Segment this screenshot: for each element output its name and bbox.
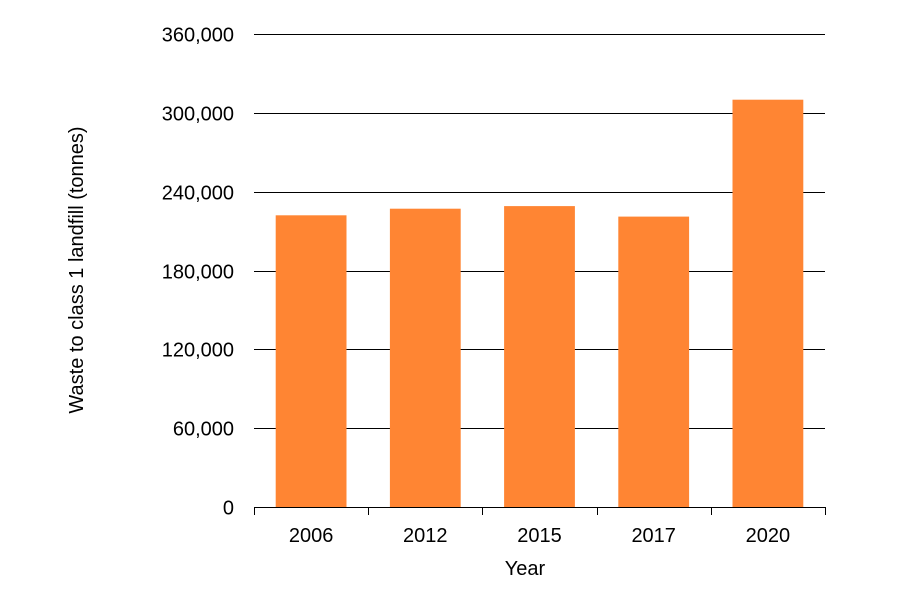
- x-tick-label: 2020: [746, 525, 791, 547]
- x-axis: 2006 2012 2015 2017 2020: [254, 507, 826, 547]
- bar: [275, 215, 347, 508]
- y-tick-label: 0: [223, 498, 234, 520]
- bar: [504, 206, 575, 507]
- y-tick-label: 180,000: [162, 262, 234, 284]
- x-tick-label: 2012: [403, 525, 448, 547]
- bar: [618, 216, 690, 507]
- bar: [389, 208, 461, 507]
- x-tick-label: 2006: [289, 525, 334, 547]
- bars: [275, 99, 804, 508]
- y-tick-label: 120,000: [162, 340, 234, 362]
- y-tick-label: 300,000: [162, 104, 234, 126]
- y-tick-labels: 0 60,000 120,000 180,000 240,000 300,000 360,0…: [162, 25, 234, 520]
- y-tick-label: 360,000: [162, 25, 234, 47]
- y-axis-title: Waste to class 1 landfill (tonnes): [66, 126, 88, 413]
- x-tick-label: 2017: [631, 525, 676, 547]
- y-tick-label: 240,000: [162, 183, 234, 205]
- y-tick-label: 60,000: [173, 419, 234, 441]
- bar: [732, 99, 804, 507]
- x-tick-label: 2015: [517, 525, 562, 547]
- x-axis-title: Year: [505, 558, 546, 580]
